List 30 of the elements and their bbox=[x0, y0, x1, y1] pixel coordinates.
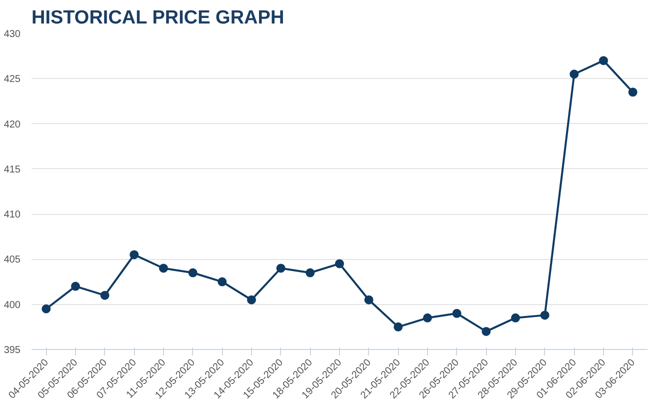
y-tick-label: 415 bbox=[4, 164, 21, 176]
point bbox=[71, 282, 80, 291]
point bbox=[218, 277, 227, 286]
y-tick-label: 420 bbox=[4, 119, 21, 130]
point bbox=[482, 326, 491, 336]
point bbox=[628, 88, 638, 97]
y-tick-label: 405 bbox=[4, 254, 21, 266]
y-tick-label: 425 bbox=[4, 74, 21, 86]
point bbox=[540, 310, 550, 320]
y-tick-label: 410 bbox=[4, 210, 21, 221]
point bbox=[306, 268, 315, 278]
point bbox=[452, 308, 462, 318]
y-tick-label: 400 bbox=[4, 300, 21, 311]
point bbox=[599, 56, 608, 66]
point bbox=[423, 313, 432, 322]
point bbox=[364, 295, 374, 304]
point bbox=[335, 259, 344, 268]
point bbox=[159, 264, 168, 273]
point bbox=[130, 250, 139, 260]
point bbox=[276, 264, 286, 273]
point bbox=[100, 290, 110, 300]
point bbox=[570, 70, 579, 79]
point bbox=[247, 295, 256, 304]
chart-title: HISTORICAL PRICE GRAPH bbox=[32, 8, 284, 28]
point bbox=[511, 313, 520, 322]
point bbox=[188, 268, 198, 278]
y-tick-label: 430 bbox=[4, 29, 21, 40]
y-tick-label: 395 bbox=[4, 345, 21, 356]
point bbox=[42, 304, 51, 314]
point bbox=[394, 322, 403, 332]
